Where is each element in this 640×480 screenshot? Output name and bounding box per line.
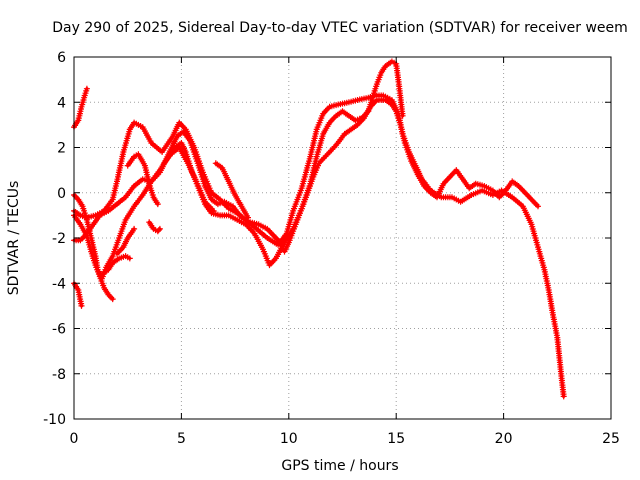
series-track-9 xyxy=(124,151,161,208)
y-axis-label: SDTVAR / TECUs xyxy=(6,181,22,296)
series-markers xyxy=(114,225,138,257)
x-tick-label: 0 xyxy=(70,431,79,447)
y-tick-label: -2 xyxy=(52,231,66,247)
axis-ticks: 0 5 10 15 20 25 -10 -8 -6 -4 -2 0 2 4 6 xyxy=(43,50,620,447)
y-tick-label: 6 xyxy=(57,50,66,66)
x-tick-label: 20 xyxy=(495,431,513,447)
series-markers xyxy=(146,219,163,235)
series-track-7 xyxy=(98,253,133,278)
x-axis-label: GPS time / hours xyxy=(281,458,398,474)
y-tick-label: -8 xyxy=(52,367,66,383)
y-tick-label: 2 xyxy=(57,141,66,157)
x-tick-label: 25 xyxy=(602,431,620,447)
x-tick-label: 10 xyxy=(280,431,298,447)
series-track-11 xyxy=(212,160,251,221)
plot-series xyxy=(71,58,567,400)
series-track-5 xyxy=(71,58,406,282)
series-markers xyxy=(98,253,133,278)
y-tick-label: -10 xyxy=(43,412,66,428)
series-markers xyxy=(212,160,251,221)
series-markers xyxy=(161,144,217,214)
y-tick-label: 0 xyxy=(57,186,66,202)
y-tick-label: -6 xyxy=(52,322,66,338)
x-tick-label: 15 xyxy=(387,431,405,447)
x-tick-label: 5 xyxy=(177,431,186,447)
series-track-12 xyxy=(161,144,217,214)
y-tick-label: -4 xyxy=(52,276,66,292)
series-markers xyxy=(124,151,161,208)
y-tick-label: 4 xyxy=(57,95,66,111)
chart-title: Day 290 of 2025, Sidereal Day-to-day VTE… xyxy=(52,20,628,36)
series-track-10 xyxy=(146,219,163,235)
series-track-8 xyxy=(114,225,138,257)
